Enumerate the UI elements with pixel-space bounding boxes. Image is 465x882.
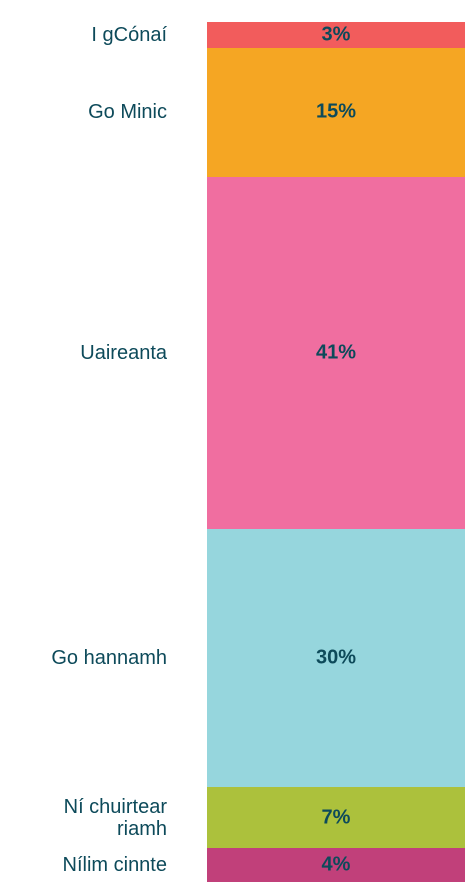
category-label: Go hannamh	[51, 647, 167, 670]
value-label: 30%	[315, 646, 357, 669]
bar-segment	[207, 22, 465, 48]
value-label: 41%	[315, 341, 357, 364]
bar-segment	[207, 529, 465, 788]
bar-segment	[207, 847, 465, 882]
category-label: Uaireanta	[80, 342, 167, 365]
value-label: 4%	[321, 853, 351, 876]
category-label: I gCónaí	[91, 23, 167, 46]
bar-segment	[207, 787, 465, 848]
category-label: Go Minic	[88, 101, 167, 124]
value-label: 15%	[315, 100, 357, 123]
bar-segment	[207, 176, 465, 530]
value-label: 3%	[321, 23, 351, 46]
value-label: 7%	[321, 806, 351, 828]
category-label: Ní chuirtear riamh	[63, 795, 167, 840]
bar-segment	[207, 47, 465, 177]
category-label: Nílim cinnte	[62, 853, 167, 876]
